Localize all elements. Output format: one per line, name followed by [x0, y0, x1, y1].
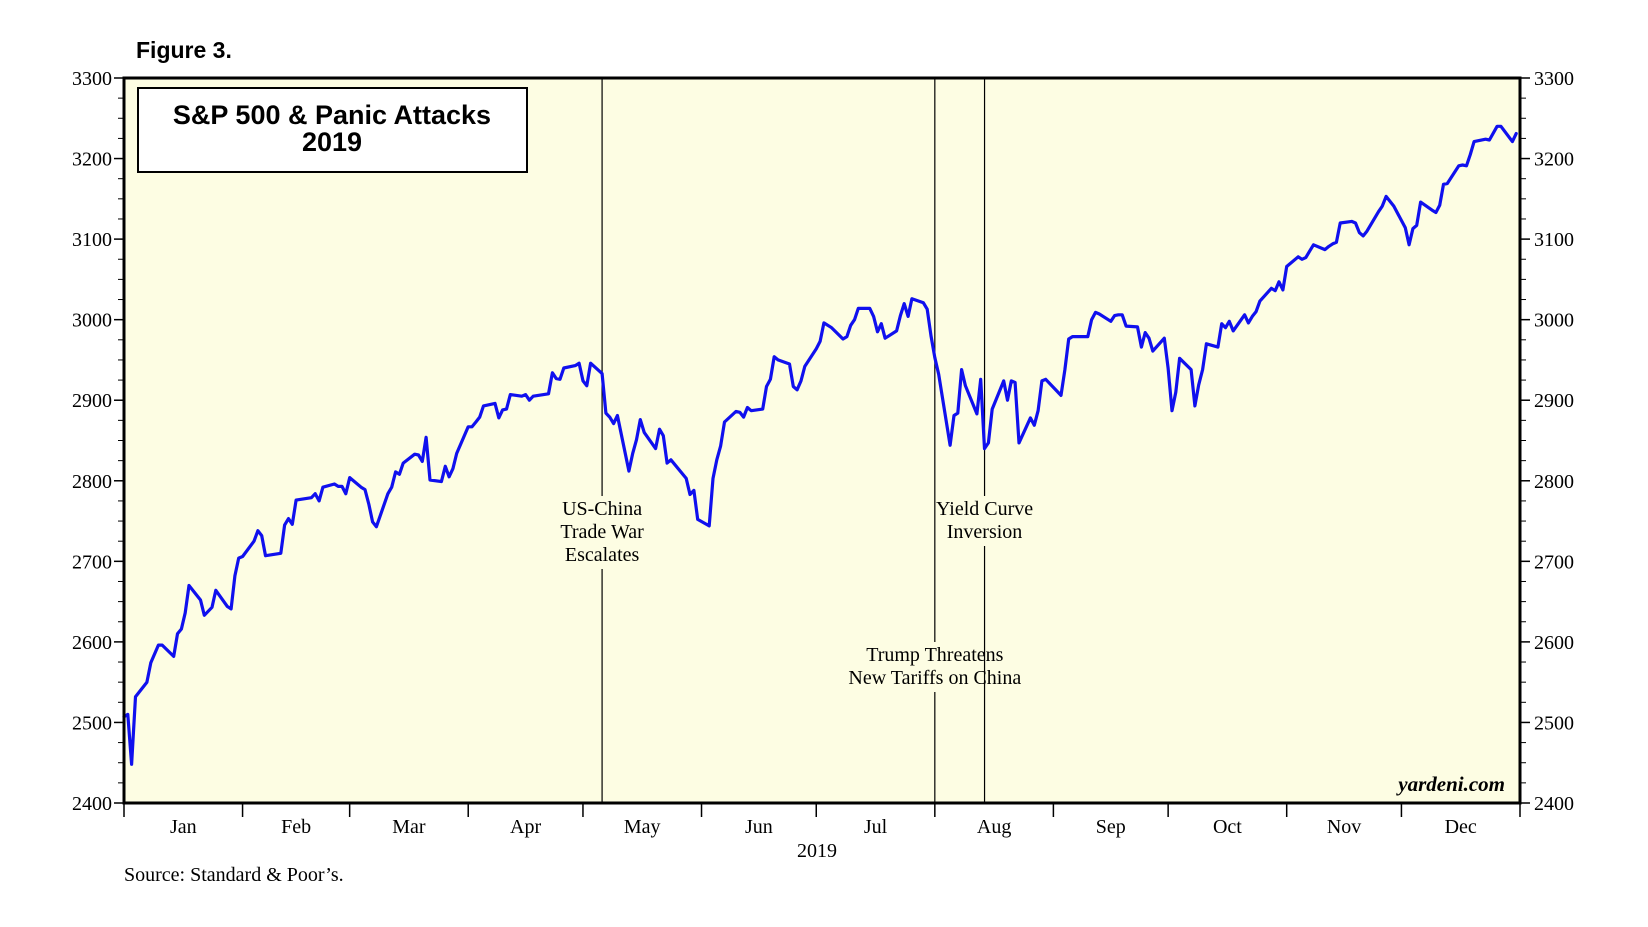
annotation-label: Trump Threatens — [866, 644, 1003, 666]
y-tick-label-left: 2400 — [72, 793, 112, 815]
y-tick-label-right: 2900 — [1534, 390, 1574, 412]
annotation-label: New Tariffs on China — [848, 667, 1021, 689]
x-month-label: Apr — [510, 816, 541, 838]
y-axis-right: 2400 2500 2600 2700 2800 2900 3000 3100 3200 3300 — [1520, 68, 1574, 815]
y-tick-label-left: 2500 — [72, 712, 112, 734]
y-tick-label-right: 3300 — [1534, 68, 1574, 90]
x-month-label: Dec — [1445, 816, 1477, 838]
annotation-label: US-China — [562, 498, 642, 520]
y-tick-label-left: 3200 — [72, 149, 112, 171]
source-note: Source: Standard & Poor’s. — [124, 864, 344, 886]
x-month-label: Nov — [1327, 816, 1361, 838]
y-tick-label-right: 2800 — [1534, 471, 1574, 493]
chart-subtitle: 2019 — [302, 127, 362, 157]
y-tick-label-right: 2500 — [1534, 712, 1574, 734]
y-tick-label-right: 3100 — [1534, 229, 1574, 251]
x-month-label: Mar — [392, 816, 426, 838]
x-month-label: May — [624, 816, 661, 838]
x-month-label: Jul — [864, 816, 888, 838]
x-axis-label: 2019 — [797, 840, 837, 862]
y-tick-label-right: 3000 — [1534, 310, 1574, 332]
annotation-label: Escalates — [565, 544, 640, 566]
y-tick-label-left: 3000 — [72, 310, 112, 332]
sp500-series-line — [122, 124, 1518, 766]
y-tick-label-left: 2800 — [72, 471, 112, 493]
x-month-label: Aug — [977, 816, 1011, 838]
y-tick-label-right: 3200 — [1534, 149, 1574, 171]
y-tick-label-left: 3300 — [72, 68, 112, 90]
annotation-label: Inversion — [947, 521, 1023, 543]
y-tick-label-right: 2400 — [1534, 793, 1574, 815]
plot-area — [124, 78, 1520, 803]
x-month-label: Jun — [745, 816, 773, 838]
watermark: yardeni.com — [1395, 772, 1505, 796]
y-tick-label-left: 3100 — [72, 229, 112, 251]
annotation-label: Yield Curve — [936, 498, 1033, 520]
y-tick-label-left: 2700 — [72, 551, 112, 573]
y-tick-label-right: 2600 — [1534, 632, 1574, 654]
x-month-label: Feb — [281, 816, 311, 838]
x-month-label: Jan — [170, 816, 197, 838]
y-axis-left: 2400 2500 2600 2700 2800 2900 3000 3100 3200 3300 — [72, 68, 124, 815]
x-month-label: Oct — [1213, 816, 1242, 838]
annotation-label: Trade War — [560, 521, 644, 543]
title-box: S&P 500 & Panic Attacks 2019 — [137, 87, 528, 173]
x-axis: Jan Feb Mar Apr May Jun Jul Aug Sep Oct Nov Dec — [123, 803, 1521, 838]
figure-label: Figure 3. — [136, 37, 232, 63]
y-tick-label-left: 2600 — [72, 632, 112, 654]
x-month-label: Sep — [1096, 816, 1126, 838]
y-tick-label-left: 2900 — [72, 390, 112, 412]
y-tick-label-right: 2700 — [1534, 551, 1574, 573]
chart-title: S&P 500 & Panic Attacks — [173, 100, 491, 130]
